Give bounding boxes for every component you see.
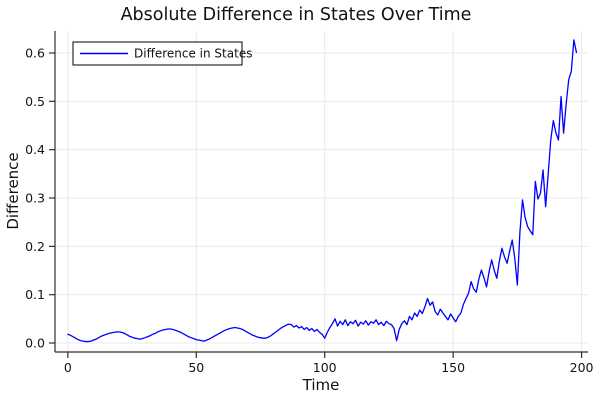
y-tick-label: 0.4	[25, 142, 45, 157]
y-tick-labels: 0.0 0.1 0.2 0.3 0.4 0.5 0.6	[25, 45, 45, 350]
x-tick-label: 150	[441, 360, 465, 375]
tick-marks	[49, 52, 583, 358]
legend: Difference in States	[72, 41, 252, 66]
x-tick-label: 100	[313, 360, 337, 375]
gridlines	[55, 31, 588, 352]
y-tick-label: 0.1	[25, 287, 45, 302]
y-tick-label: 0.6	[25, 45, 45, 60]
x-tick-label: 0	[64, 360, 72, 375]
x-tick-label: 50	[188, 360, 204, 375]
legend-label: Difference in States	[134, 47, 252, 61]
series-line-difference	[67, 39, 578, 343]
x-axis-label: Time	[302, 376, 340, 394]
y-tick-label: 0.2	[25, 239, 45, 254]
y-tick-label: 0.0	[25, 336, 45, 351]
y-tick-label: 0.3	[25, 191, 45, 206]
y-tick-label: 0.5	[25, 94, 45, 109]
x-tick-labels: 0 50 100 150 200	[64, 360, 594, 375]
axes-spines	[54, 31, 588, 353]
x-tick-label: 200	[570, 360, 594, 375]
chart-title: Absolute Difference in States Over Time	[121, 5, 472, 25]
y-axis-label: Difference	[4, 152, 22, 229]
legend-box	[72, 41, 243, 66]
